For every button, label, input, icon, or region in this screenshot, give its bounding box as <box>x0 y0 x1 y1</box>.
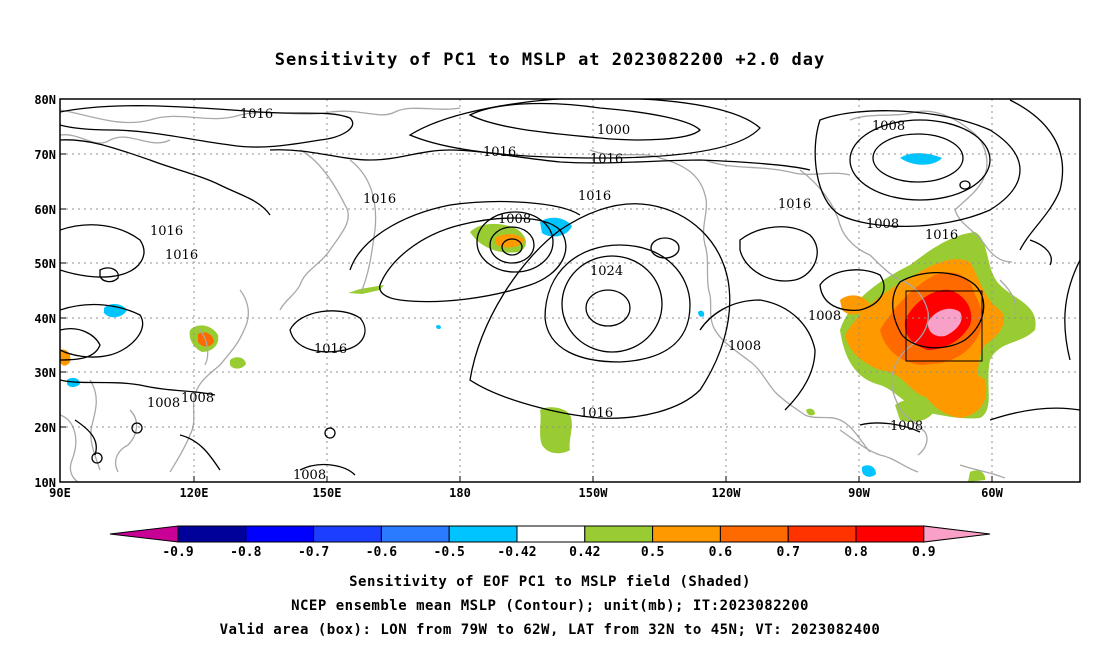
colorbar: -0.9 -0.8 -0.7 -0.6 -0.5 -0.42 0.42 0.5 0.6 0.7 0.… <box>109 525 991 560</box>
lon-label: 120E <box>180 486 209 500</box>
contour-label: 1024 <box>590 264 623 279</box>
lon-label: 90E <box>49 486 71 500</box>
colorbar-label: 0.9 <box>912 545 935 560</box>
longitude-labels: 90E 120E 150E 180 150W 120W 90W 60W <box>49 486 1003 500</box>
shade-green-taiwan <box>230 357 246 369</box>
contour-label: 1008 <box>147 396 180 411</box>
caption-line-1: Sensitivity of EOF PC1 to MSLP field (Sh… <box>349 574 751 590</box>
contour-label: 1016 <box>150 224 183 239</box>
axis-ticks <box>60 98 993 483</box>
contour-labels: 1016 1000 1016 1016 1008 1016 1016 1016 … <box>147 107 958 483</box>
contour-label: 1000 <box>597 123 630 138</box>
colorbar-low-arrow <box>109 525 179 543</box>
contour-label: 1016 <box>578 189 611 204</box>
colorbar-swatch <box>516 525 586 543</box>
caption-line-2: NCEP ensemble mean MSLP (Contour); unit(… <box>291 598 809 614</box>
lat-label: 20N <box>34 421 56 435</box>
lon-label: 150W <box>579 486 609 500</box>
shade-orange-midatlantic <box>920 363 987 418</box>
contour-label: 1008 <box>181 391 214 406</box>
lat-label: 10N <box>34 476 56 490</box>
lat-label: 40N <box>34 312 56 326</box>
lat-label: 60N <box>34 203 56 217</box>
shade-green-caribbean <box>968 470 986 482</box>
lat-label: 50N <box>34 257 56 271</box>
colorbar-swatch <box>652 525 721 543</box>
contour-label: 1008 <box>498 212 531 227</box>
lat-lon-grid <box>60 99 1080 482</box>
lon-label: 120W <box>712 486 742 500</box>
contour-label: 1016 <box>580 406 613 421</box>
colorbar-swatch <box>245 525 315 543</box>
shade-green-hawaii <box>540 407 572 454</box>
shade-green-gulf2 <box>806 408 815 416</box>
lon-label: 90W <box>848 486 870 500</box>
colorbar-swatch <box>177 525 247 543</box>
lat-label: 70N <box>34 148 56 162</box>
colorbar-swatch <box>855 525 925 543</box>
lon-label: 180 <box>449 486 471 500</box>
shade-blue-greenland <box>900 153 942 165</box>
colorbar-label: -0.8 <box>230 545 261 560</box>
contour-label: 1008 <box>866 217 899 232</box>
colorbar-label: -0.6 <box>366 545 397 560</box>
colorbar-label: -0.42 <box>497 545 536 560</box>
colorbar-label: 0.8 <box>844 545 868 560</box>
colorbar-swatch <box>448 525 518 543</box>
mslp-contours <box>60 99 1080 476</box>
contour-label: 1016 <box>925 228 958 243</box>
colorbar-swatch <box>719 525 789 543</box>
colorbar-swatch <box>584 525 654 543</box>
shade-pink-atlantic <box>927 308 962 337</box>
contour-label: 1008 <box>808 309 841 324</box>
colorbar-swatch <box>313 525 382 543</box>
shade-green-pacific-small <box>348 285 384 294</box>
contour-label: 1016 <box>314 342 347 357</box>
contour-label: 1016 <box>483 145 516 160</box>
colorbar-label: 0.6 <box>709 545 733 560</box>
contour-label: 1008 <box>890 419 923 434</box>
colorbar-high-arrow <box>923 525 991 543</box>
lat-label: 30N <box>34 366 56 380</box>
shade-blue-mexico <box>862 465 876 477</box>
lon-label: 150E <box>313 486 342 500</box>
valid-area-box <box>905 290 983 362</box>
contour-label: 1008 <box>728 339 761 354</box>
colorbar-label: 0.5 <box>641 545 664 560</box>
latitude-labels: 80N 70N 60N 50N 40N 30N 20N 10N <box>34 93 56 490</box>
shade-green-gulf <box>895 399 935 422</box>
contour-label: 1016 <box>363 192 396 207</box>
colorbar-label: 0.7 <box>776 545 799 560</box>
lat-label: 80N <box>34 93 56 107</box>
shade-blue-baja <box>698 310 705 317</box>
lon-label: 60W <box>981 486 1003 500</box>
shade-blue-pacific-dot <box>436 324 441 330</box>
colorbar-label: -0.7 <box>298 545 329 560</box>
colorbar-label: 0.42 <box>569 545 600 560</box>
map-title: Sensitivity of PC1 to MSLP at 2023082200… <box>274 50 826 70</box>
contour-label: 1016 <box>240 107 273 122</box>
contour-label: 1008 <box>872 119 905 134</box>
contour-label: 1016 <box>165 248 198 263</box>
colorbar-swatch <box>787 525 857 543</box>
colorbar-swatch <box>380 525 450 543</box>
contour-label: 1008 <box>293 468 326 483</box>
contour-label: 1016 <box>590 152 623 167</box>
map-frame <box>59 98 1081 483</box>
contour-label: 1016 <box>778 197 811 212</box>
caption-line-3: Valid area (box): LON from 79W to 62W, L… <box>219 622 881 638</box>
colorbar-label: -0.5 <box>434 545 465 560</box>
map-plot-area: 1016 1000 1016 1016 1008 1016 1016 1016 … <box>60 99 1080 483</box>
colorbar-label: -0.9 <box>162 545 193 560</box>
